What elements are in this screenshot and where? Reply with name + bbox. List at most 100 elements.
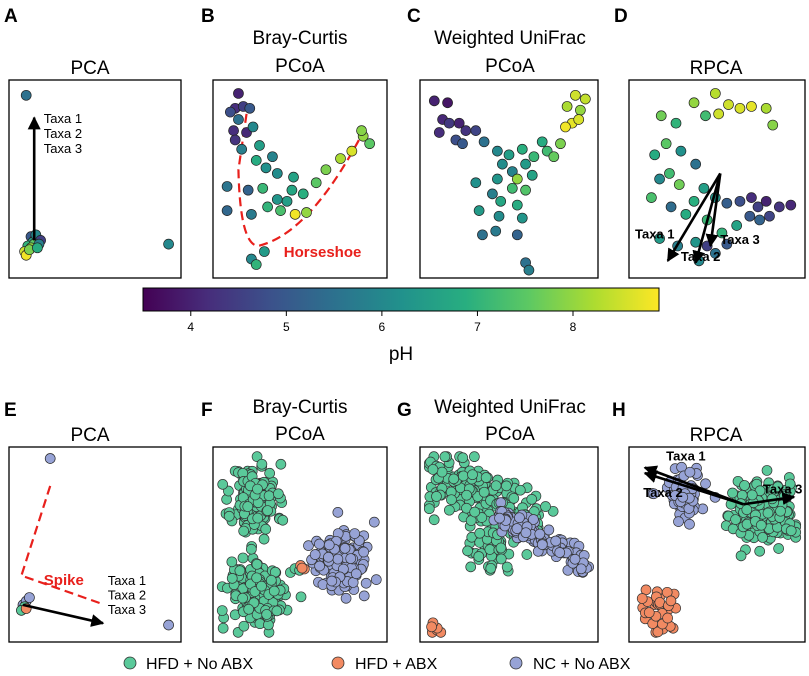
data-point <box>446 494 457 506</box>
data-point <box>309 549 321 560</box>
data-point <box>514 484 526 496</box>
data-point <box>281 195 293 207</box>
data-point <box>785 199 797 211</box>
data-point <box>516 212 528 224</box>
data-point <box>339 543 351 554</box>
panel-letter-g: G <box>397 400 412 421</box>
data-point <box>262 505 273 516</box>
data-point <box>250 155 262 166</box>
data-point <box>473 205 485 216</box>
data-point <box>492 173 503 185</box>
data-point <box>223 510 235 522</box>
data-point <box>495 195 507 207</box>
panel-letter-a: A <box>4 6 18 27</box>
panel-g-title-line2: PCoA <box>485 424 535 445</box>
taxa-label: Taxa 1 <box>108 573 146 588</box>
data-point <box>465 561 477 573</box>
data-point <box>462 545 473 557</box>
data-point <box>221 181 233 192</box>
panel-b: Horseshoe <box>212 79 388 279</box>
data-point <box>543 524 555 536</box>
data-point <box>554 547 566 558</box>
panel-b-frame <box>212 79 388 279</box>
data-point <box>501 561 513 573</box>
data-point <box>260 523 272 535</box>
panel-letter-c: C <box>407 6 421 27</box>
data-point <box>216 605 228 616</box>
data-point <box>310 177 322 189</box>
data-point <box>358 546 370 558</box>
data-point <box>495 553 507 565</box>
data-point <box>428 514 440 526</box>
data-point <box>277 514 289 526</box>
data-point <box>662 612 673 624</box>
data-point <box>443 504 455 516</box>
data-point <box>506 182 518 194</box>
data-point <box>548 151 560 163</box>
panel-f <box>212 446 388 643</box>
data-point <box>723 99 734 110</box>
data-point <box>221 205 233 216</box>
data-point <box>490 480 502 492</box>
data-point <box>271 605 283 617</box>
data-point <box>739 480 750 491</box>
data-point <box>569 553 581 565</box>
panel-h: Taxa 1 Taxa 2 Taxa 3 <box>628 446 806 643</box>
data-point <box>497 158 508 170</box>
data-point <box>760 102 772 114</box>
data-point <box>163 238 174 250</box>
data-point <box>356 125 367 136</box>
data-point <box>256 580 267 592</box>
data-point <box>511 199 523 211</box>
data-point <box>684 518 695 530</box>
data-point <box>250 259 262 270</box>
data-point <box>573 114 585 125</box>
data-point <box>439 451 451 463</box>
panel-g-title-line1: Weighted UniFrac <box>434 397 586 418</box>
data-point <box>257 182 269 194</box>
data-point <box>746 101 757 112</box>
data-point <box>314 560 325 572</box>
data-point <box>286 184 298 196</box>
data-point <box>636 593 648 604</box>
colorbar-tick-label: 6 <box>379 320 386 334</box>
data-point <box>761 465 773 476</box>
data-point <box>677 491 689 503</box>
data-point <box>317 579 329 590</box>
panel-d-frame <box>628 79 806 279</box>
data-point <box>511 173 523 185</box>
panel-letter-d: D <box>614 6 628 27</box>
data-point <box>773 543 784 554</box>
data-point <box>550 535 562 547</box>
data-point <box>217 622 229 634</box>
data-point <box>570 89 581 101</box>
data-point <box>536 539 548 550</box>
loading-arrow <box>705 173 722 248</box>
data-point <box>561 101 573 112</box>
data-point <box>478 486 490 498</box>
data-point <box>495 542 507 554</box>
data-point <box>503 149 515 161</box>
annotation-label: Spike <box>44 572 84 589</box>
data-point <box>163 619 174 631</box>
data-point <box>431 491 442 502</box>
data-point <box>734 102 746 114</box>
data-point <box>727 487 738 499</box>
data-point <box>754 214 765 226</box>
data-point <box>358 590 370 602</box>
data-point <box>520 158 531 170</box>
data-point <box>485 562 497 574</box>
data-point <box>487 188 498 200</box>
legend-marker-hfd-abx <box>331 656 345 670</box>
data-point <box>540 501 551 512</box>
data-point <box>710 248 721 259</box>
data-point <box>224 106 236 118</box>
data-point <box>506 166 518 177</box>
data-point <box>785 525 797 537</box>
panel-b-title-line2: PCoA <box>275 56 325 77</box>
data-point <box>555 138 566 150</box>
loading-arrow <box>643 470 744 506</box>
legend-label-hfd-no-abx: HFD + No ABX <box>146 656 253 673</box>
data-point <box>473 551 485 562</box>
